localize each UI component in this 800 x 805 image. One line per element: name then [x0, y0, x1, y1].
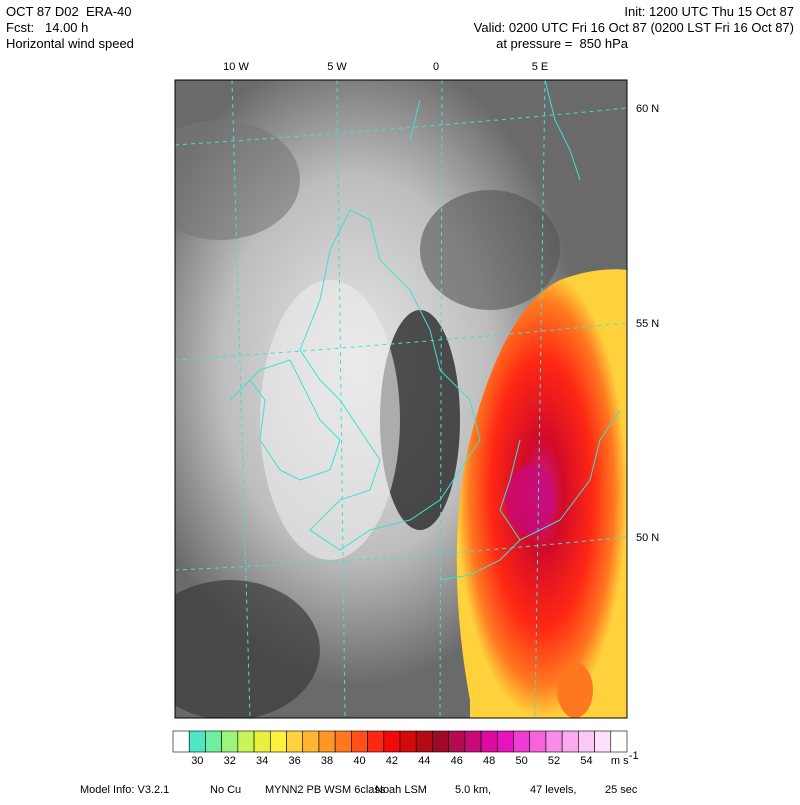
colorbar-label: 54: [580, 755, 592, 767]
header-right: Init: 1200 UTC Thu 15 Oct 87: [624, 4, 794, 19]
colorbar-unit-exp: -1: [629, 750, 639, 762]
colorbar-box: [496, 730, 514, 753]
colorbar-label: 42: [386, 755, 398, 767]
header-left: Fcst: 14.00 h: [6, 20, 88, 35]
wind-field: [175, 80, 627, 718]
colorbar-label: 32: [224, 755, 236, 767]
colorbar-unit: m s: [611, 755, 629, 767]
colorbar-box: [383, 730, 401, 753]
footer: Model Info: V3.2.1 No Cu MYNN2 PB WSM 6cla…: [80, 784, 638, 796]
lon-label: 10 W: [223, 61, 249, 73]
colorbar-box: [286, 730, 304, 753]
footer-item: 25 sec: [605, 784, 638, 796]
colorbar-box: [448, 730, 466, 753]
header-right: at pressure = 850 hPa: [496, 36, 629, 51]
footer-item: 47 levels,: [530, 784, 576, 796]
colorbar-label: 46: [451, 755, 463, 767]
colorbar-box: [578, 730, 595, 753]
colorbar-box: [367, 730, 385, 753]
colorbar: 30 32 34 36 38 40 42 44 46 48 50 52 54 m s -1: [172, 730, 639, 767]
footer-item: MYNN2 PB WSM 6class: [265, 784, 386, 796]
colorbar-label: 52: [548, 755, 560, 767]
colorbar-label: 48: [483, 755, 495, 767]
colorbar-box: [415, 730, 433, 753]
colorbar-box: [351, 730, 368, 753]
graticule: [175, 80, 627, 718]
colorbar-box: [594, 730, 612, 753]
colorbar-box: [464, 730, 482, 753]
header-right: Valid: 0200 UTC Fri 16 Oct 87 (0200 LST …: [474, 20, 794, 35]
colorbar-label: 50: [515, 755, 527, 767]
header-left: OCT 87 D02 ERA-40: [6, 4, 131, 19]
colorbar-box: [480, 730, 498, 753]
colorbar-box: [561, 730, 579, 753]
colorbar-box: [221, 730, 239, 753]
colorbar-box: [432, 730, 449, 753]
footer-item: 5.0 km,: [455, 784, 491, 796]
colorbar-box: [205, 730, 222, 753]
map: 10 W 5 W 0 5 E 60 N 55 N 50 N: [174, 61, 659, 719]
lat-label: 60 N: [636, 103, 659, 115]
colorbar-label: 36: [288, 755, 300, 767]
colorbar-box: [399, 730, 417, 753]
colorbar-box: [610, 730, 628, 753]
colorbar-box: [529, 730, 547, 753]
footer-item: Model Info: V3.2.1: [80, 784, 169, 796]
header-left: Horizontal wind speed: [6, 36, 134, 51]
lon-label: 5 W: [327, 61, 347, 73]
colorbar-label: 44: [418, 755, 430, 767]
coastline: [229, 79, 621, 581]
colorbar-box: [334, 730, 352, 753]
lon-label: 0: [433, 61, 439, 73]
footer-item: No Cu: [210, 784, 241, 796]
colorbar-box: [318, 730, 336, 753]
colorbar-box: [513, 730, 531, 753]
colorbar-label: 30: [191, 755, 203, 767]
colorbar-box: [188, 730, 206, 753]
colorbar-box: [253, 730, 271, 753]
colorbar-label: 38: [321, 755, 333, 767]
lat-label: 55 N: [636, 318, 659, 330]
colorbar-box: [545, 730, 563, 753]
map-frame: [174, 79, 628, 719]
colorbar-box: [269, 730, 287, 753]
colorbar-label: 40: [353, 755, 365, 767]
colorbar-box: [237, 730, 255, 753]
lon-label: 5 E: [532, 61, 549, 73]
colorbar-box: [302, 730, 320, 753]
lat-label: 50 N: [636, 532, 659, 544]
colorbar-box: [172, 730, 190, 753]
header: OCT 87 D02 ERA-40 Fcst: 14.00 h Horizont…: [6, 4, 794, 51]
footer-item: Noah LSM: [375, 784, 427, 796]
colorbar-label: 34: [256, 755, 268, 767]
